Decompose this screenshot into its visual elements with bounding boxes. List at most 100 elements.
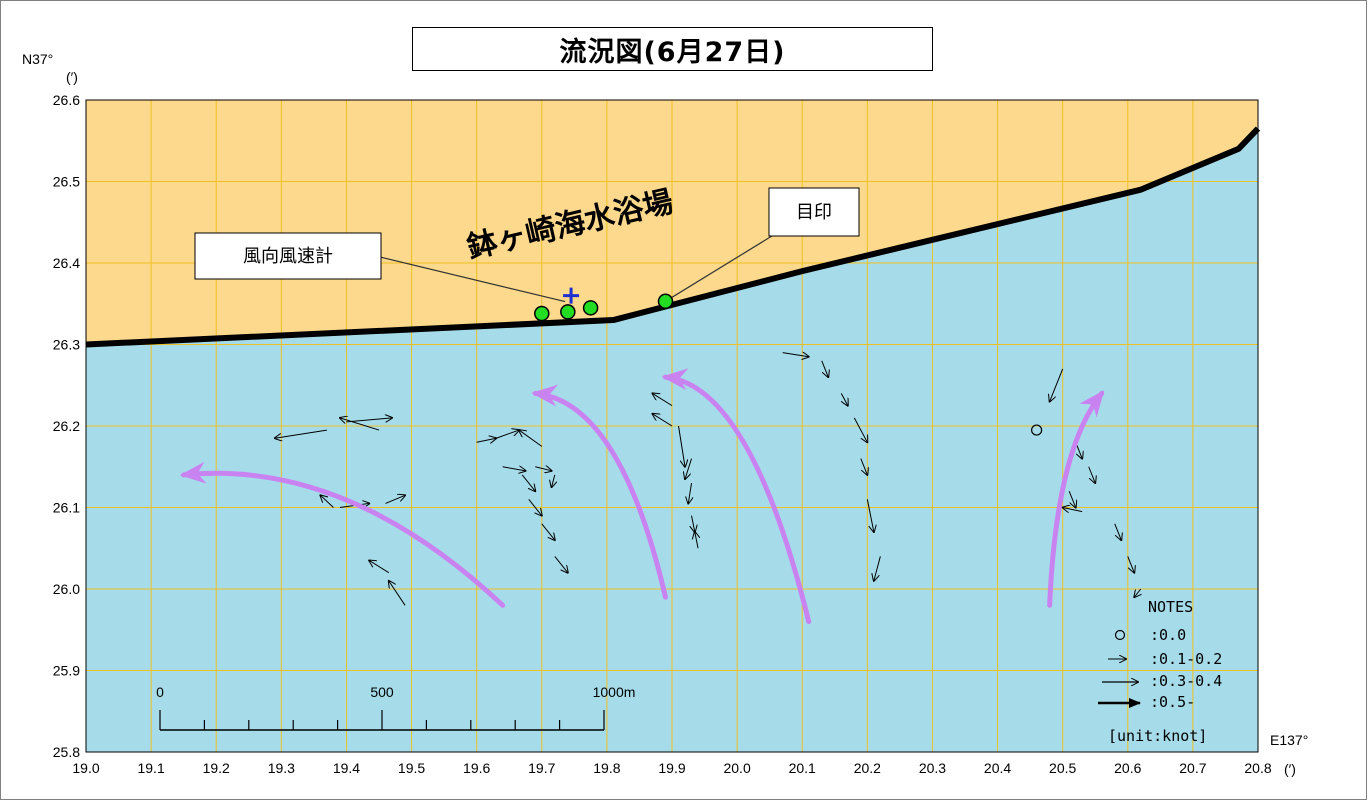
legend-item-label: :0.5- [1150,693,1195,711]
x-tick-label: 19.2 [203,760,230,776]
x-tick-label: 19.5 [398,760,425,776]
y-tick-label: 26.5 [53,174,80,190]
scale-bar-label-0: 0 [156,684,164,700]
legend-item-label: :0.0 [1150,626,1186,644]
legend-item-label: :0.3-0.4 [1150,672,1222,690]
current-vector-arrow [821,360,829,377]
x-tick-label: 20.4 [984,760,1011,776]
x-tick-label: 19.7 [528,760,555,776]
current-vector-arrow [874,556,881,580]
plot-area: 26.6 26.5 26.4 26.3 26.2 26.1 26.0 25.9 25.819.0… [22,51,1308,777]
y-tick-label: 26.0 [53,581,80,597]
flow-trend-arrow [531,384,668,600]
latitude-label: N37° [22,51,53,67]
landmark-leader-line [665,227,786,302]
current-vector-arrow [678,425,686,467]
x-tick-label: 20.2 [854,760,881,776]
current-vector-arrow [389,581,406,606]
current-vector-arrow [1088,466,1096,483]
map-title: 流況図(6月27日) [412,27,933,71]
flow-trend-arrow [179,461,506,608]
current-vector-arrow [340,418,380,431]
current-vector-arrow [1114,523,1122,540]
zero-current-marker [1031,424,1043,436]
x-tick-label: 19.1 [137,760,164,776]
current-vector-arrow [496,430,519,439]
current-vector-arrow [320,495,334,508]
x-tick-label: 20.1 [789,760,816,776]
anemometer-callout-label: 風向風速計 [243,246,333,267]
current-vector-arrow [1068,491,1076,507]
current-vector-arrow [528,499,542,515]
y-tick-label: 26.6 [53,92,80,108]
current-vector-arrow [652,414,673,427]
current-vector-arrow [275,429,327,438]
current-vector-arrow [521,474,535,491]
station-marker [534,305,550,322]
current-vector-arrow [840,393,848,405]
notes-heading: NOTES [1148,598,1193,616]
current-vector-arrow [541,523,555,540]
current-vector-arrow [554,556,568,572]
x-tick-label: 20.0 [723,760,750,776]
current-vector-arrow [688,482,691,503]
anemometer-leader-line [379,256,566,303]
y-tick-label: 25.8 [53,744,80,760]
current-vector-arrow [782,353,809,357]
y-tick-label: 26.4 [53,255,80,271]
y-tick-label: 26.2 [53,418,80,434]
x-tick-label: 19.0 [72,760,99,776]
latitude-unit-label: (′) [66,69,78,85]
x-tick-label: 20.8 [1244,760,1271,776]
current-vector-arrow [685,458,693,479]
station-marker [582,300,599,316]
x-tick-label: 20.7 [1179,760,1206,776]
current-vector-arrow [860,458,868,475]
current-vector-arrow [692,515,695,532]
plot-border [85,99,1259,753]
current-vector-arrow [652,393,673,407]
current-vector-arrow [853,417,867,442]
legend-item-label: :0.1-0.2 [1150,650,1222,668]
current-vector-arrow [519,430,543,447]
y-tick-label: 26.3 [53,337,80,353]
current-vector-arrow [385,495,406,504]
anemometer-callout-box [194,232,382,280]
y-tick-label: 26.1 [53,500,80,516]
x-tick-label: 20.5 [1049,760,1076,776]
station-marker [657,293,674,310]
flow-trend-arrow [661,368,812,625]
current-vector-arrow [369,560,390,574]
x-tick-label: 19.8 [593,760,620,776]
current-vector-arrow [552,474,555,487]
current-vector-arrow [1063,508,1083,512]
current-vector-arrow [535,467,551,471]
x-tick-label: 19.4 [333,760,360,776]
coastline [85,126,1261,348]
x-tick-label: 19.6 [463,760,490,776]
current-vector-arrow [695,532,698,549]
x-tick-label: 19.3 [268,760,295,776]
current-vector-arrow [1134,588,1141,597]
flow-trend-arrow [1047,390,1105,608]
landmark-callout-label: 目印 [796,202,832,223]
current-vector-arrow [1127,556,1135,572]
current-vector-arrow [476,438,497,442]
x-tick-label: 20.3 [919,760,946,776]
current-vector-arrow [866,499,874,532]
station-marker [560,304,576,320]
notes-unit-label: [unit:knot] [1108,727,1207,745]
scale-bar-label-500: 500 [370,684,394,700]
x-tick-label: 20.6 [1114,760,1141,776]
y-tick-label: 25.9 [53,663,80,679]
current-vector-arrow [346,418,392,422]
anemometer-plus-icon [563,287,580,304]
scale-bar-label-1000: 1000m [593,684,636,700]
longitude-unit-label: (′) [1284,761,1296,777]
current-vector-arrow [1050,368,1064,402]
legend-zero-icon [1114,629,1126,641]
landmark-callout-box [768,187,860,237]
x-tick-label: 19.9 [658,760,685,776]
